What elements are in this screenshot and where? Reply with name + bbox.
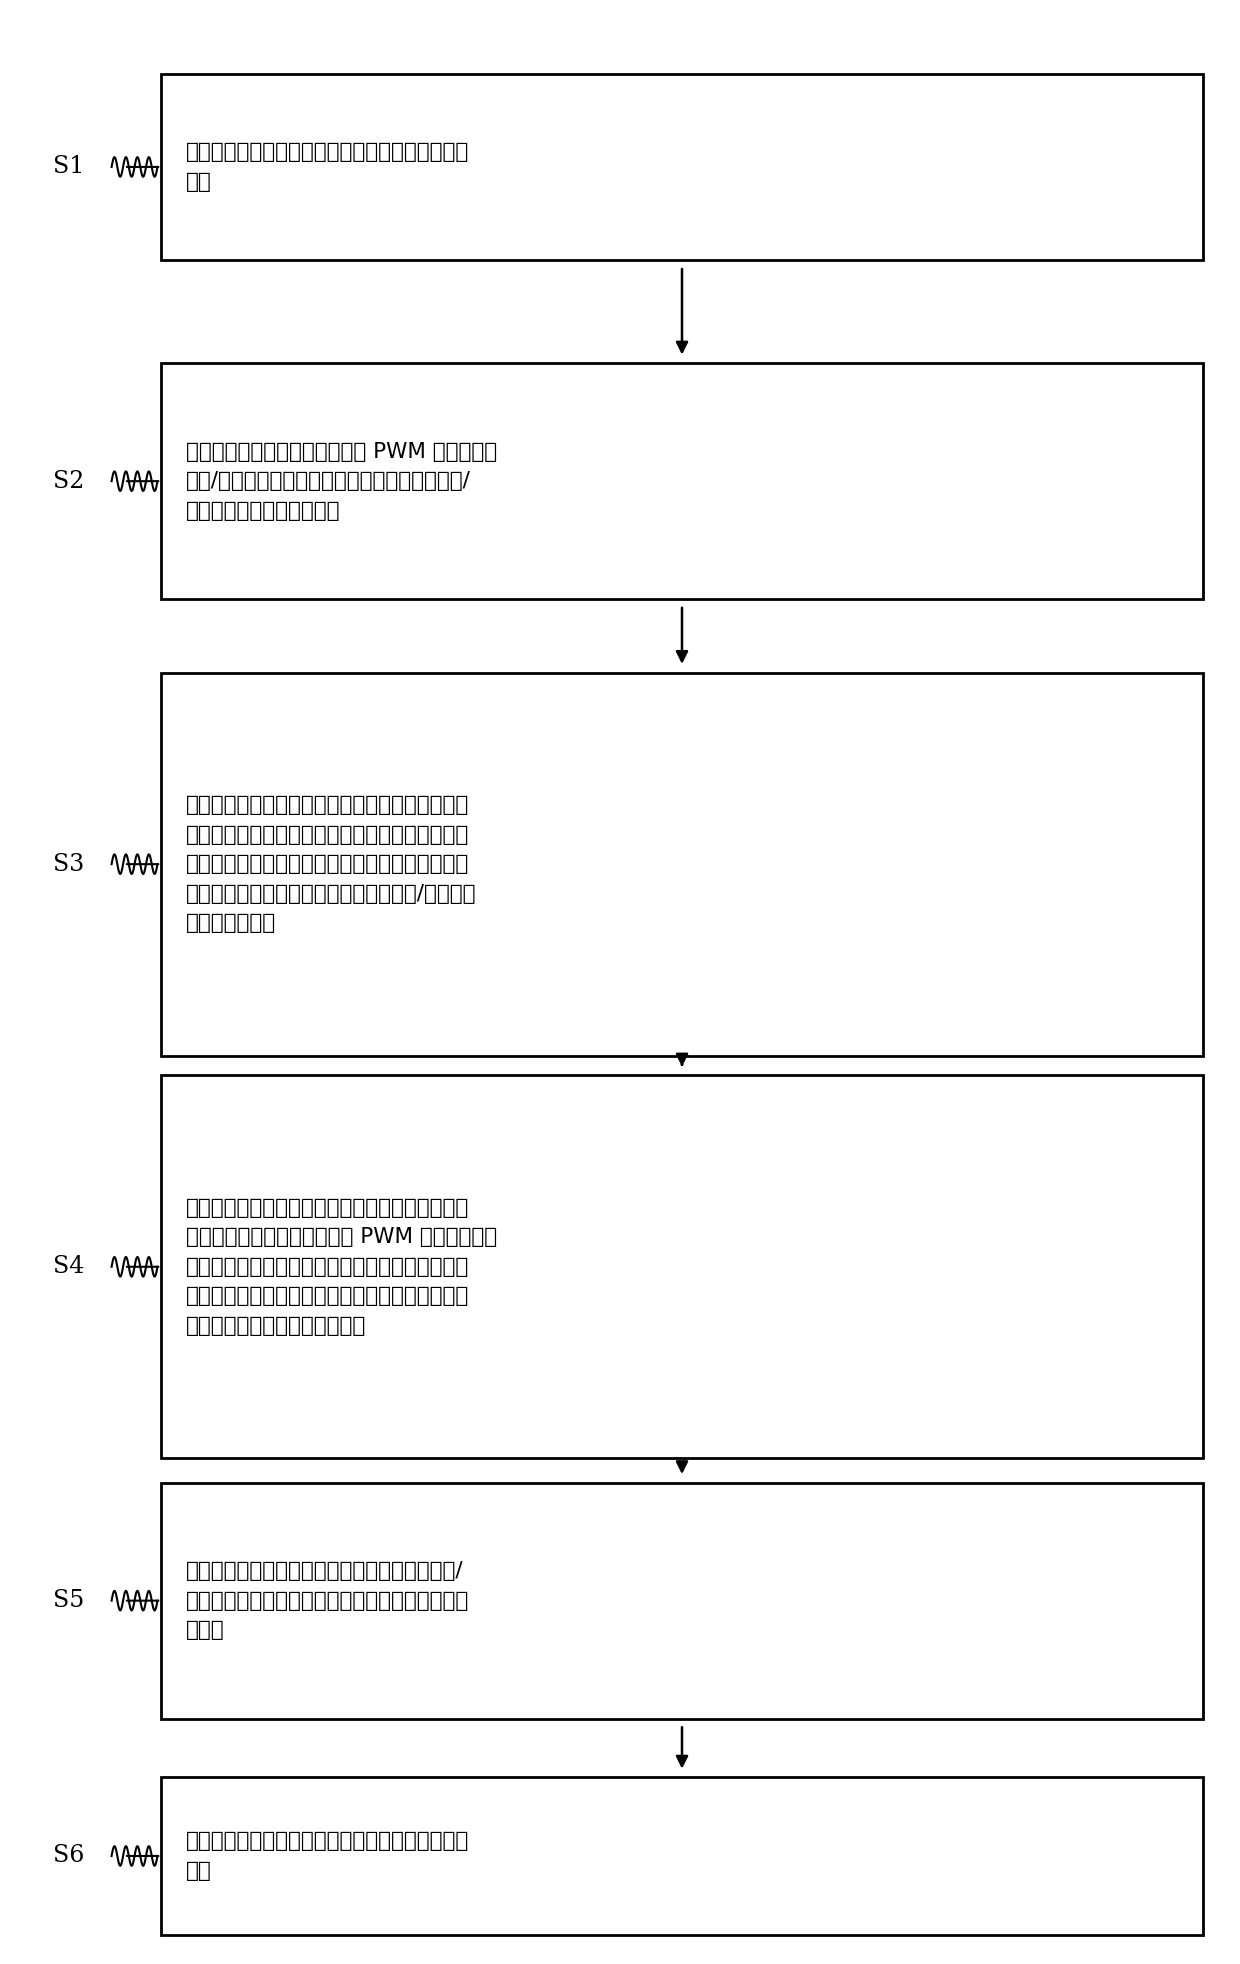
- Text: S4: S4: [52, 1255, 84, 1279]
- FancyBboxPatch shape: [161, 1076, 1203, 1457]
- FancyBboxPatch shape: [161, 674, 1203, 1057]
- FancyBboxPatch shape: [161, 1777, 1203, 1935]
- Text: S5: S5: [52, 1589, 84, 1612]
- Text: S1: S1: [52, 155, 84, 179]
- Text: 根据载波控制技术，控制器输出 PWM 信号，对离
合器/制动器油路进行调压控制，使得所述离合器/
制动器油路油压平稳上升；: 根据载波控制技术，控制器输出 PWM 信号，对离 合器/制动器油路进行调压控制，…: [186, 442, 497, 520]
- Text: 直到接收到控制器的换挡信号，需要分离离合器/
制动器为止，转入调压控制阶段（泄压载波控制阶
段）；: 直到接收到控制器的换挡信号，需要分离离合器/ 制动器为止，转入调压控制阶段（泄压…: [186, 1561, 469, 1640]
- Text: 当接收到换挡信号后，控制器开始对电磁阀进行控
制；: 当接收到换挡信号后，控制器开始对电磁阀进行控 制；: [186, 141, 469, 192]
- Text: 控制器在此过程中不断采集涡轮转速和所述自动变
速器输出轴转速信号，并将二者进行对比分析，当
二者之比与预计要接合挡位的传动比相符合时，控
制器发出换挡过程结束命: 控制器在此过程中不断采集涡轮转速和所述自动变 速器输出轴转速信号，并将二者进行对…: [186, 795, 476, 933]
- FancyBboxPatch shape: [161, 73, 1203, 259]
- Text: S2: S2: [52, 469, 84, 493]
- FancyBboxPatch shape: [161, 1483, 1203, 1718]
- Text: 调压控制阶段结束，控制程序退出对此电磁阀的控
制。: 调压控制阶段结束，控制程序退出对此电磁阀的控 制。: [186, 1830, 469, 1882]
- Text: S3: S3: [52, 852, 84, 876]
- Text: 接收到控制器发出的所述换挡过程结束命令后，控
制器提供给电磁阀的电信号由 PWM 信号转变为小
占空比的电流信号，当由于蓄电池或控制器电路电
压发生变化引起电流: 接收到控制器发出的所述换挡过程结束命令后，控 制器提供给电磁阀的电信号由 PWM…: [186, 1198, 497, 1336]
- FancyBboxPatch shape: [161, 363, 1203, 599]
- Text: S6: S6: [52, 1844, 84, 1868]
